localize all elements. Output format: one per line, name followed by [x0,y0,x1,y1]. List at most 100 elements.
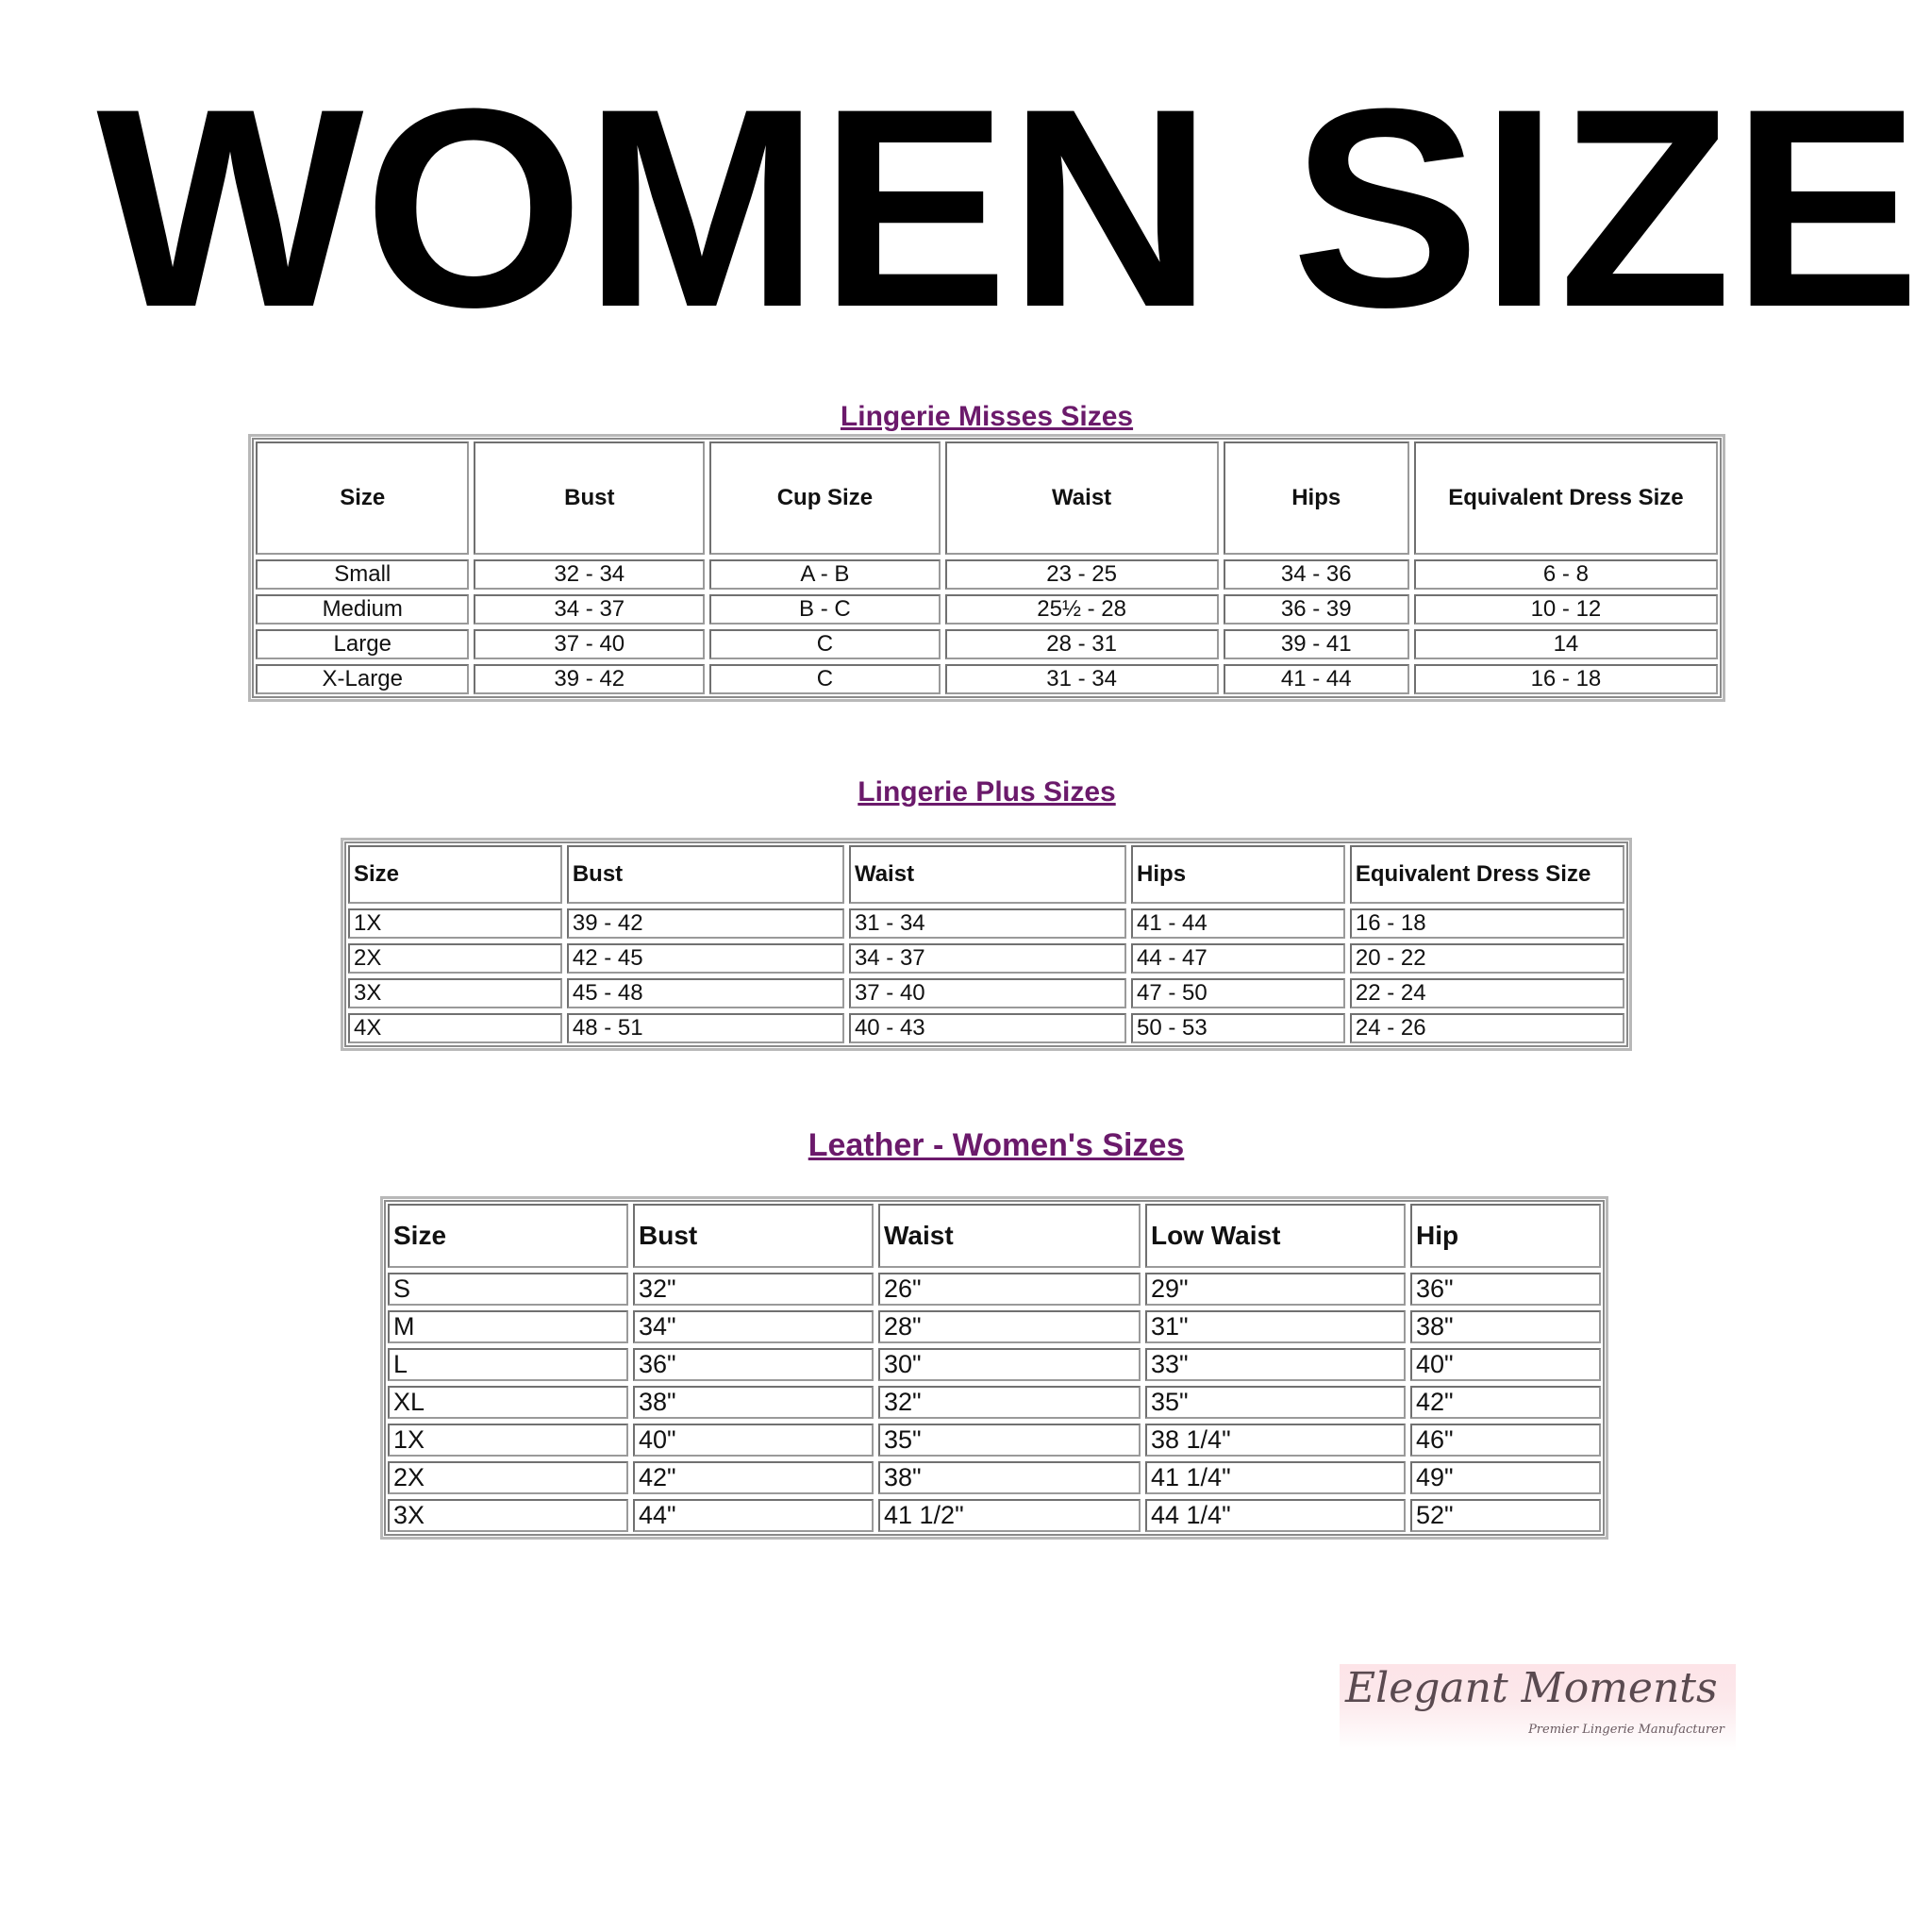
table-cell: 44" [633,1499,874,1533]
table-cell: 40" [1410,1348,1601,1382]
table-cell: 31" [1145,1310,1406,1344]
table-cell: 44 1/4" [1145,1499,1406,1533]
table-cell: 37 - 40 [474,629,706,659]
table-cell: 34" [633,1310,874,1344]
table-cell: 42" [633,1461,874,1495]
table-row: 2X 42 - 45 34 - 37 44 - 47 20 - 22 [348,943,1624,974]
table-row: 2X 42" 38" 41 1/4" 49" [388,1461,1601,1495]
column-header: Cup Size [709,441,941,555]
table-row: 4X 48 - 51 40 - 43 50 - 53 24 - 26 [348,1013,1624,1043]
table-cell: 25½ - 28 [944,594,1219,625]
table-cell: 41 - 44 [1131,908,1345,939]
column-header: Size [348,845,562,904]
table-cell: 38" [878,1461,1141,1495]
table-row: XL 38" 32" 35" 42" [388,1386,1601,1420]
table-cell: 16 - 18 [1413,664,1718,694]
table-cell: 40 - 43 [848,1013,1127,1043]
table-cell: 3X [348,978,562,1008]
table-cell: Large [256,629,470,659]
table-cell: 46" [1410,1424,1601,1457]
table-cell: M [388,1310,628,1344]
table-cell: 2X [348,943,562,974]
table-cell: 36" [1410,1273,1601,1307]
table-row: M 34" 28" 31" 38" [388,1310,1601,1344]
table-cell: 2X [388,1461,628,1495]
table-cell: 1X [348,908,562,939]
table-cell: 24 - 26 [1349,1013,1624,1043]
table-cell: 36 - 39 [1223,594,1409,625]
table-cell: 35" [1145,1386,1406,1420]
table-cell: 20 - 22 [1349,943,1624,974]
column-header: Waist [848,845,1127,904]
column-header: Bust [474,441,706,555]
column-header: Size [388,1204,628,1268]
logo-tagline: Premier Lingerie Manufacturer [1528,1723,1724,1737]
logo-name: Elegant Moments [1345,1664,1718,1712]
column-header: Low Waist [1145,1204,1406,1268]
table-cell: 22 - 24 [1349,978,1624,1008]
table-cell: A - B [709,559,941,590]
table-row: S 32" 26" 29" 36" [388,1273,1601,1307]
table-row: L 36" 30" 33" 40" [388,1348,1601,1382]
table-cell: Small [256,559,470,590]
table-row: Medium 34 - 37 B - C 25½ - 28 36 - 39 10 - 12 [256,594,1718,625]
plus-table-title: Lingerie Plus Sizes [858,776,1116,808]
table-cell: 31 - 34 [944,664,1219,694]
table-cell: 45 - 48 [566,978,844,1008]
table-cell: 23 - 25 [944,559,1219,590]
table-cell: 4X [348,1013,562,1043]
table-cell: 44 - 47 [1131,943,1345,974]
table-cell: 28" [878,1310,1141,1344]
table-cell: 32" [633,1273,874,1307]
table-cell: 38" [633,1386,874,1420]
table-row: X-Large 39 - 42 C 31 - 34 41 - 44 16 - 18 [256,664,1718,694]
table-cell: 31 - 34 [848,908,1127,939]
table-cell: 41 - 44 [1223,664,1409,694]
table-cell: 48 - 51 [566,1013,844,1043]
table-cell: 36" [633,1348,874,1382]
table-cell: 40" [633,1424,874,1457]
table-cell: 32 - 34 [474,559,706,590]
column-header: Equivalent Dress Size [1349,845,1624,904]
table-cell: 33" [1145,1348,1406,1382]
table-cell: 50 - 53 [1131,1013,1345,1043]
table-cell: 38 1/4" [1145,1424,1406,1457]
leather-size-table: Size Bust Waist Low Waist Hip S 32" 26" 29" 36" M… [380,1196,1608,1541]
column-header: Waist [878,1204,1141,1268]
misses-table-title: Lingerie Misses Sizes [840,401,1134,432]
column-header: Hips [1131,845,1345,904]
table-cell: 35" [878,1424,1141,1457]
table-cell: 39 - 42 [474,664,706,694]
table-cell: S [388,1273,628,1307]
column-header: Hips [1223,441,1409,555]
table-cell: 49" [1410,1461,1601,1495]
leather-table-title: Leather - Women's Sizes [808,1127,1185,1163]
table-row: 3X 44" 41 1/2" 44 1/4" 52" [388,1499,1601,1533]
table-cell: 52" [1410,1499,1601,1533]
table-cell: 14 [1413,629,1718,659]
table-cell: L [388,1348,628,1382]
table-cell: 16 - 18 [1349,908,1624,939]
table-cell: 26" [878,1273,1141,1307]
table-cell: 42" [1410,1386,1601,1420]
table-cell: 3X [388,1499,628,1533]
table-cell: 32" [878,1386,1141,1420]
table-cell: 30" [878,1348,1141,1382]
table-cell: 6 - 8 [1413,559,1718,590]
table-row: 1X 39 - 42 31 - 34 41 - 44 16 - 18 [348,908,1624,939]
table-cell: B - C [709,594,941,625]
table-cell: 1X [388,1424,628,1457]
table-cell: 41 1/4" [1145,1461,1406,1495]
table-cell: X-Large [256,664,470,694]
table-cell: XL [388,1386,628,1420]
table-cell: 39 - 41 [1223,629,1409,659]
column-header: Bust [566,845,844,904]
table-cell: 34 - 37 [848,943,1127,974]
table-cell: 39 - 42 [566,908,844,939]
table-cell: 41 1/2" [878,1499,1141,1533]
table-cell: C [709,629,941,659]
table-row: 1X 40" 35" 38 1/4" 46" [388,1424,1601,1457]
table-cell: 29" [1145,1273,1406,1307]
column-header: Equivalent Dress Size [1413,441,1718,555]
table-cell: 34 - 36 [1223,559,1409,590]
